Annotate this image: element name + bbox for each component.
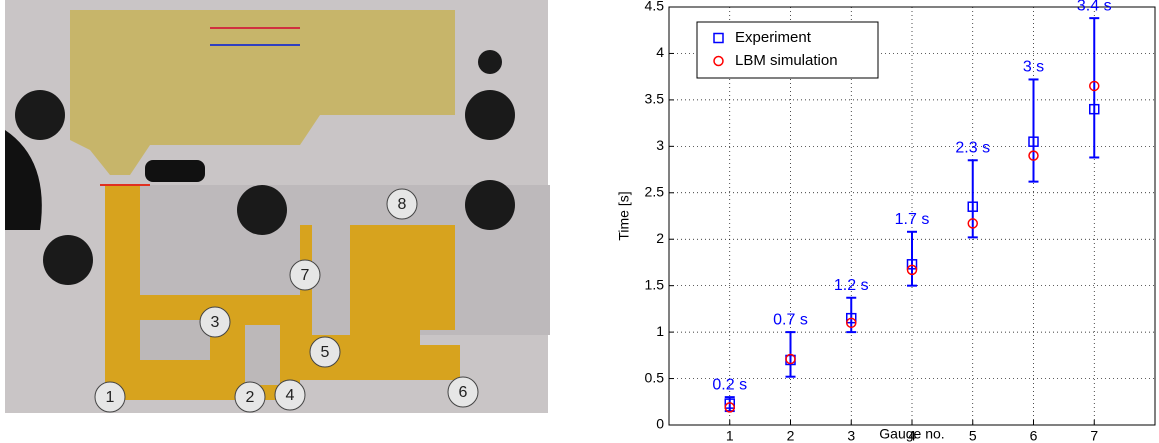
annotation: 3.4 s — [1077, 0, 1112, 14]
gauge-label: 1 — [106, 389, 115, 406]
annotation: 1.7 s — [895, 211, 930, 228]
y-tick-label: 0 — [656, 416, 664, 432]
y-axis-label: Time [s] — [616, 191, 632, 240]
gauge-label: 6 — [459, 384, 468, 401]
y-tick-label: 0.5 — [645, 369, 665, 385]
obstacle — [245, 325, 280, 385]
x-tick-label: 7 — [1090, 428, 1098, 443]
gauge-label: 4 — [286, 387, 295, 404]
y-tick-label: 2.5 — [645, 183, 665, 199]
knob — [465, 180, 515, 230]
y-tick-label: 4 — [656, 44, 664, 60]
knob — [15, 90, 65, 140]
sensor — [145, 160, 205, 182]
obstacle — [140, 320, 210, 360]
gauge-label: 3 — [211, 314, 220, 331]
x-tick-label: 1 — [726, 428, 734, 443]
y-tick-label: 4.5 — [645, 0, 665, 14]
annotation: 1.2 s — [834, 277, 869, 294]
x-tick-label: 2 — [787, 428, 795, 443]
annotation: 3 s — [1023, 59, 1044, 76]
photo: 1 2 3 4 5 6 7 8 — [5, 0, 550, 413]
gauge-label: 5 — [321, 344, 330, 361]
gauge-label: 7 — [301, 267, 310, 284]
knob — [43, 235, 93, 285]
legend-label: Experiment — [735, 29, 812, 46]
gauge-label: 2 — [246, 389, 255, 406]
x-tick-label: 6 — [1030, 428, 1038, 443]
x-tick-label: 3 — [847, 428, 855, 443]
y-tick-label: 1 — [656, 323, 664, 339]
annotation: 0.2 s — [712, 376, 747, 393]
knob — [478, 50, 502, 74]
knob — [465, 90, 515, 140]
y-tick-label: 3 — [656, 137, 664, 153]
x-tick-label: 5 — [969, 428, 977, 443]
legend-label: LBM simulation — [735, 52, 838, 69]
y-tick-label: 2 — [656, 230, 664, 246]
page: 1 2 3 4 5 6 7 8 0 0.5 1 1.5 2 2.5 3 3.5 4 4.5 1 2 3 4… — [0, 0, 1159, 443]
y-tick-label: 1.5 — [645, 276, 665, 292]
annotation: 0.7 s — [773, 311, 808, 328]
y-tick-label: 3.5 — [645, 91, 665, 107]
figure: 1 2 3 4 5 6 7 8 0 0.5 1 1.5 2 2.5 3 3.5 4 4.5 1 2 3 4… — [0, 0, 1159, 443]
x-axis-label: Gauge no. — [879, 426, 944, 442]
annotation: 2.3 s — [955, 139, 990, 156]
gauge-label: 8 — [398, 196, 407, 213]
knob — [237, 185, 287, 235]
